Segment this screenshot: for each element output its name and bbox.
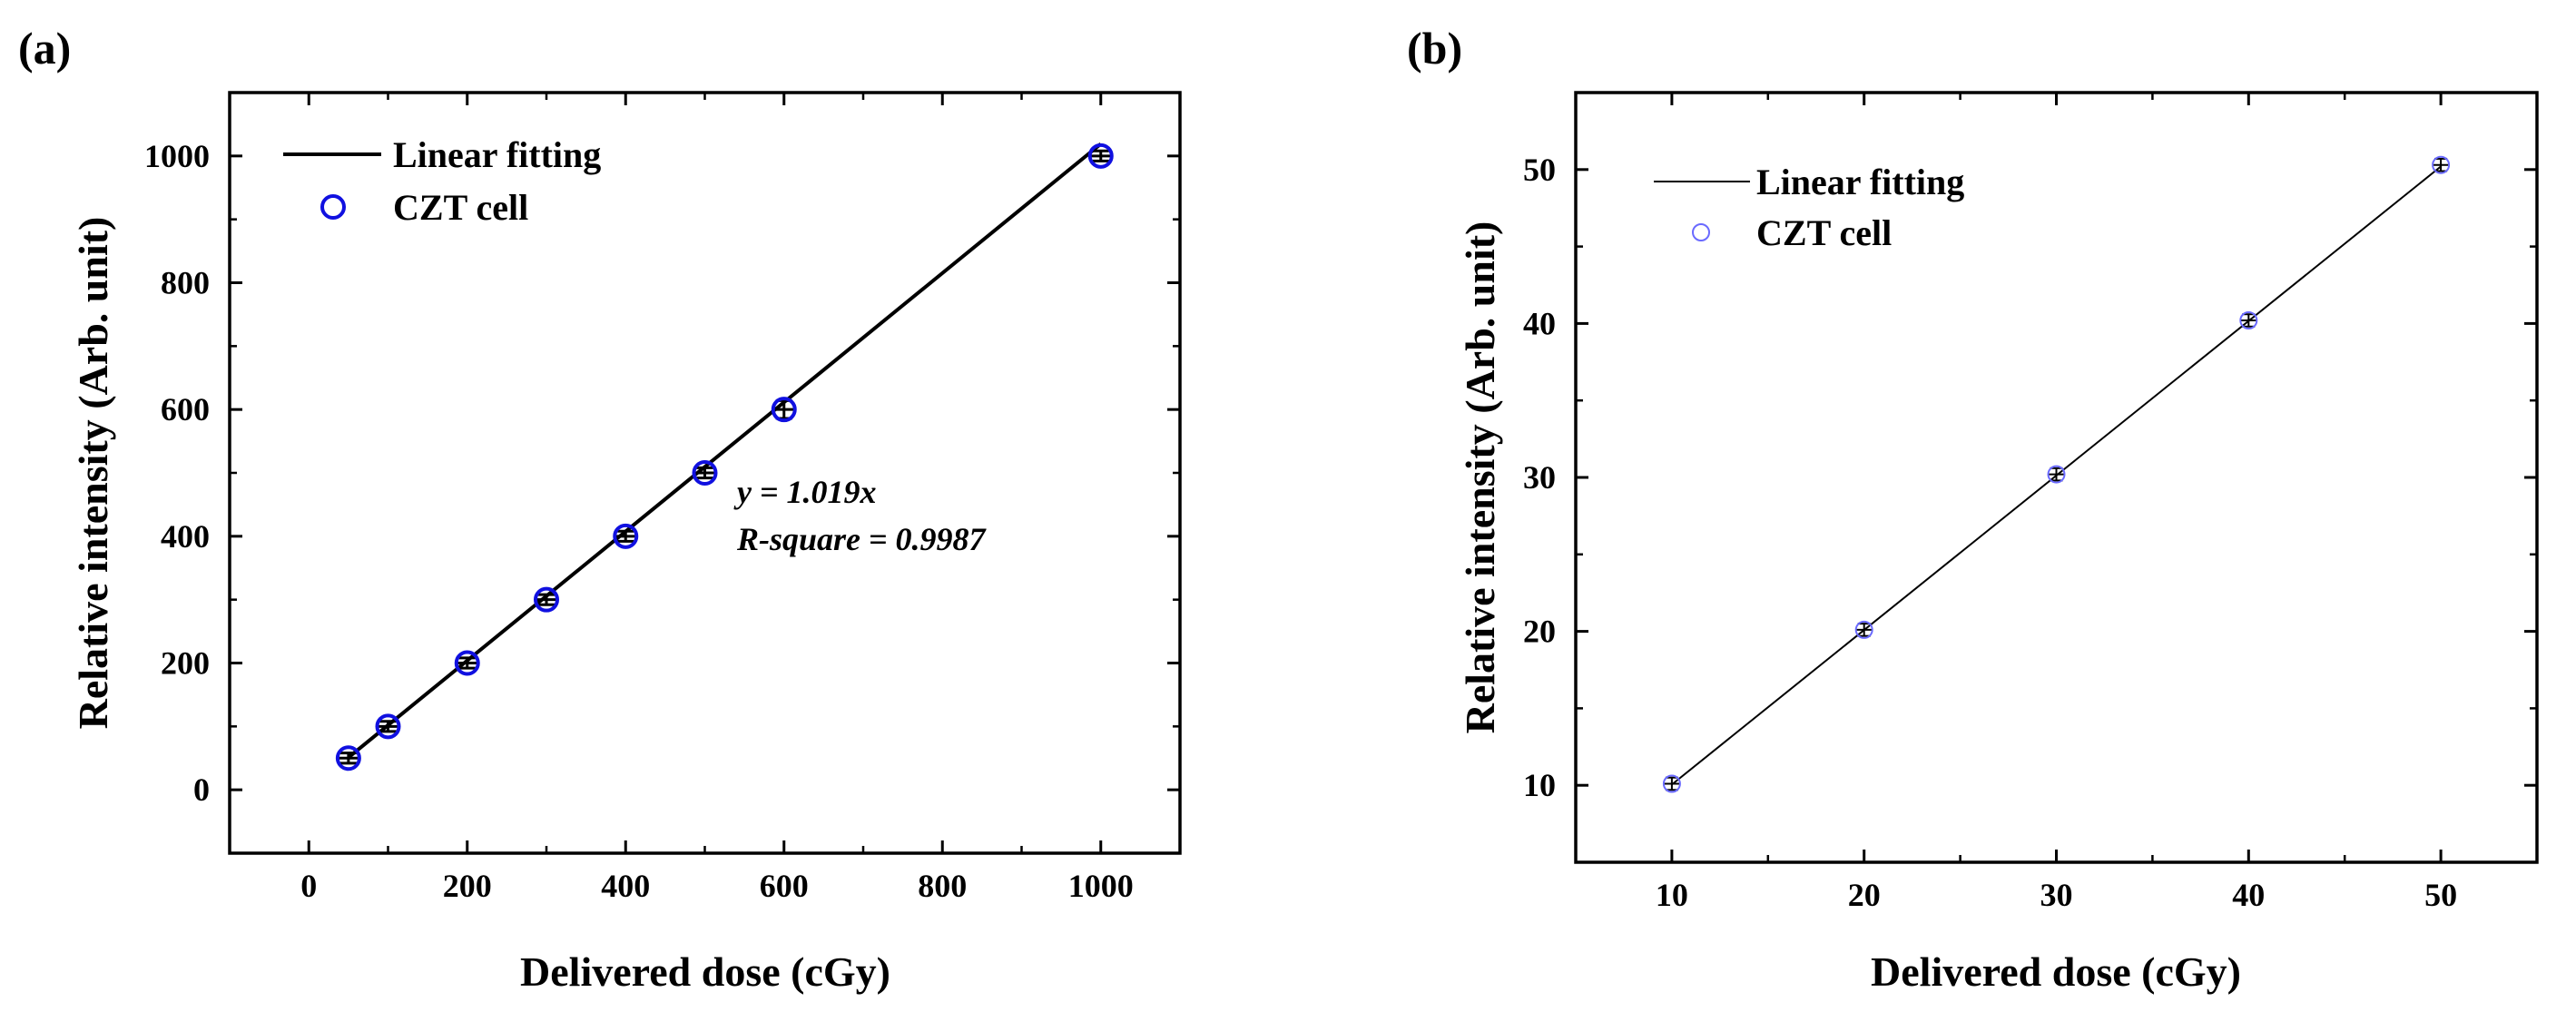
y-tick-label: 600 xyxy=(161,391,210,427)
x-tick-label: 0 xyxy=(300,868,317,904)
panel-a-fit-equation: y = 1.019x xyxy=(733,474,877,510)
panel-a-label: (a) xyxy=(18,23,71,74)
data-point xyxy=(1087,142,1114,169)
panel-a-fit-layer xyxy=(347,142,1103,760)
panel-b-legend: Linear fitting CZT cell xyxy=(1654,162,1964,253)
y-tick-label: 30 xyxy=(1523,459,1556,496)
data-point xyxy=(335,745,361,771)
panel-a-legend-fit-label: Linear fitting xyxy=(393,134,601,175)
data-point xyxy=(534,586,559,613)
data-point xyxy=(692,460,718,486)
panel-b-points-layer xyxy=(1662,155,2451,793)
panel-b: (b) 10 20 30 40 50 10 20 30 40 50 Linear fitting … xyxy=(1407,23,2539,995)
y-tick-label: 10 xyxy=(1523,767,1556,803)
x-tick-label: 40 xyxy=(2232,877,2265,913)
panel-b-legend-czt-label: CZT cell xyxy=(1756,212,1892,253)
x-tick-label: 1000 xyxy=(1068,868,1134,904)
y-tick-label: 400 xyxy=(161,518,210,555)
panel-a-legend-czt-label: CZT cell xyxy=(393,187,528,228)
y-tick-label: 40 xyxy=(1523,305,1556,341)
x-tick-label: 30 xyxy=(2040,877,2073,913)
panel-b-legend-fit-label: Linear fitting xyxy=(1756,162,1964,202)
panel-b-ticks xyxy=(1576,93,2537,862)
panel-a-y-axis-title: Relative intensity (Arb. unit) xyxy=(70,217,116,730)
panel-a-x-axis-title: Delivered dose (cGy) xyxy=(520,948,890,995)
x-tick-label: 50 xyxy=(2424,877,2457,913)
x-tick-label: 600 xyxy=(760,868,809,904)
panel-b-legend-marker-swatch xyxy=(1692,223,1710,241)
data-point xyxy=(1854,620,1873,639)
data-point xyxy=(2047,465,2066,484)
panel-a-r-square: R-square = 0.9987 xyxy=(736,521,988,557)
x-tick-label: 20 xyxy=(1848,877,1881,913)
panel-a-legend-marker-swatch xyxy=(320,194,346,220)
panel-a-ticks xyxy=(230,93,1180,853)
y-tick-label: 800 xyxy=(161,265,210,301)
data-point xyxy=(454,650,480,676)
panel-a-legend: Linear fitting CZT cell xyxy=(283,134,601,228)
x-tick-label: 200 xyxy=(443,868,492,904)
y-tick-label: 50 xyxy=(1523,152,1556,188)
panel-b-tick-labels: 10 20 30 40 50 10 20 30 40 50 xyxy=(1523,152,2457,913)
panel-b-label: (b) xyxy=(1407,23,1462,74)
data-point xyxy=(2239,311,2258,330)
data-point xyxy=(1662,774,1681,793)
fit-line xyxy=(347,142,1103,760)
y-tick-label: 200 xyxy=(161,645,210,682)
panel-a-tick-labels: 0 200 400 600 800 1000 0 200 400 600 800 1000 xyxy=(144,138,1134,904)
data-point xyxy=(375,713,401,740)
data-point xyxy=(2432,155,2451,174)
panel-a: (a) 0 200 400 600 800 1000 0 200 400 600 800 1000 L… xyxy=(18,23,1182,995)
y-tick-label: 20 xyxy=(1523,614,1556,650)
y-tick-label: 0 xyxy=(193,771,210,808)
panel-b-x-axis-title: Delivered dose (cGy) xyxy=(1871,948,2241,995)
data-point xyxy=(771,397,797,423)
x-tick-label: 800 xyxy=(918,868,967,904)
y-tick-label: 1000 xyxy=(144,138,210,174)
panel-b-y-axis-title: Relative intensity (Arb. unit) xyxy=(1457,221,1503,734)
panel-a-points-layer xyxy=(335,142,1114,771)
data-point xyxy=(613,523,639,549)
x-tick-label: 10 xyxy=(1656,877,1688,913)
x-tick-label: 400 xyxy=(601,868,650,904)
